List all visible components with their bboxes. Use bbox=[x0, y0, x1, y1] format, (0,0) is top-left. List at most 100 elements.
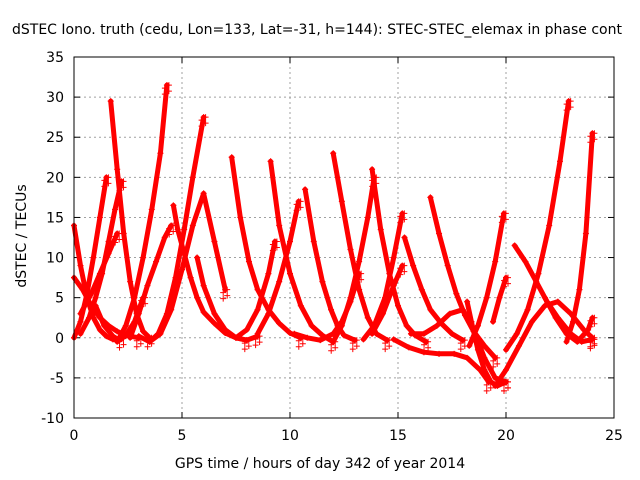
series-band bbox=[369, 263, 405, 337]
data-point bbox=[220, 295, 227, 302]
data-point bbox=[332, 344, 339, 351]
data-point bbox=[302, 186, 309, 193]
data-point bbox=[194, 254, 201, 261]
data-point bbox=[297, 302, 304, 309]
series-band bbox=[127, 223, 174, 341]
data-point bbox=[165, 82, 172, 89]
data-point bbox=[587, 339, 594, 346]
y-tick-label: 10 bbox=[46, 251, 64, 267]
data-point bbox=[202, 120, 209, 127]
data-point bbox=[256, 339, 263, 346]
data-point bbox=[474, 322, 481, 329]
x-tick-label: 20 bbox=[497, 428, 515, 444]
y-tick-label: 30 bbox=[46, 90, 64, 106]
data-point bbox=[461, 312, 468, 319]
data-point bbox=[187, 274, 194, 281]
data-point bbox=[397, 219, 404, 226]
data-point bbox=[386, 343, 393, 350]
data-point bbox=[379, 310, 386, 317]
data-point bbox=[464, 354, 471, 361]
data-point bbox=[179, 266, 185, 273]
chart-title: dSTEC Iono. truth (cedu, Lon=133, Lat=-3… bbox=[12, 22, 622, 38]
data-point bbox=[446, 310, 453, 317]
series-10 bbox=[135, 190, 231, 345]
data-point bbox=[224, 292, 231, 299]
data-point bbox=[453, 290, 460, 297]
data-point bbox=[146, 338, 153, 345]
y-tick-label: 20 bbox=[46, 170, 64, 186]
data-point bbox=[245, 258, 252, 265]
data-point bbox=[165, 88, 172, 95]
data-point bbox=[390, 254, 397, 261]
data-point bbox=[390, 282, 397, 289]
data-point bbox=[433, 322, 440, 329]
data-point bbox=[487, 384, 494, 391]
data-point bbox=[194, 294, 201, 301]
data-point bbox=[135, 333, 142, 340]
data-point bbox=[202, 114, 209, 121]
data-point bbox=[168, 306, 175, 313]
series-23 bbox=[369, 262, 408, 337]
data-point bbox=[120, 178, 127, 185]
x-tick-label: 5 bbox=[178, 428, 187, 444]
data-point bbox=[237, 214, 244, 221]
data-point bbox=[297, 198, 304, 205]
data-point bbox=[252, 342, 259, 349]
data-point bbox=[189, 222, 196, 229]
data-point bbox=[591, 314, 598, 321]
data-point bbox=[505, 378, 511, 385]
data-point bbox=[198, 117, 205, 124]
data-point bbox=[421, 341, 428, 348]
data-point bbox=[401, 210, 408, 217]
data-point bbox=[293, 201, 300, 208]
data-point bbox=[567, 98, 574, 105]
data-point bbox=[92, 302, 99, 309]
data-point bbox=[418, 286, 425, 293]
data-point bbox=[133, 343, 140, 350]
data-point bbox=[148, 206, 155, 213]
data-point bbox=[563, 101, 570, 108]
data-point bbox=[490, 318, 497, 325]
data-point bbox=[299, 340, 306, 347]
data-point bbox=[353, 337, 360, 344]
data-point bbox=[494, 360, 501, 367]
data-point bbox=[122, 332, 129, 339]
data-point bbox=[591, 130, 598, 137]
data-point bbox=[92, 294, 99, 301]
grid bbox=[74, 57, 614, 418]
data-point bbox=[483, 294, 490, 301]
data-point bbox=[451, 350, 458, 357]
data-point bbox=[157, 330, 164, 337]
data-point bbox=[347, 246, 354, 253]
data-point bbox=[535, 270, 542, 277]
data-point bbox=[420, 330, 427, 337]
y-tick-label: 25 bbox=[46, 130, 64, 146]
data-point bbox=[140, 328, 147, 335]
data-point bbox=[161, 91, 168, 98]
data-point bbox=[576, 286, 583, 293]
data-point bbox=[157, 150, 164, 157]
data-point bbox=[135, 310, 142, 317]
data-point bbox=[144, 282, 151, 289]
data-point bbox=[501, 387, 507, 394]
series-30 bbox=[490, 274, 511, 325]
data-point bbox=[522, 258, 529, 265]
data-point bbox=[133, 337, 140, 344]
data-point bbox=[397, 271, 404, 278]
data-point bbox=[360, 336, 367, 343]
data-point bbox=[563, 107, 570, 114]
data-point bbox=[198, 123, 205, 130]
data-point bbox=[513, 330, 520, 337]
series-24 bbox=[401, 234, 468, 353]
data-point bbox=[377, 226, 384, 233]
data-point bbox=[364, 314, 371, 321]
data-point bbox=[131, 294, 138, 301]
data-point bbox=[483, 387, 490, 394]
data-point bbox=[291, 330, 298, 337]
data-point bbox=[492, 382, 499, 389]
data-point bbox=[103, 333, 110, 340]
data-point bbox=[96, 326, 103, 333]
tick-labels: 0 5 10 15 20 25 -10 -5 0 5 10 15 20 25 30 35 bbox=[41, 50, 623, 444]
data-point bbox=[211, 320, 218, 327]
